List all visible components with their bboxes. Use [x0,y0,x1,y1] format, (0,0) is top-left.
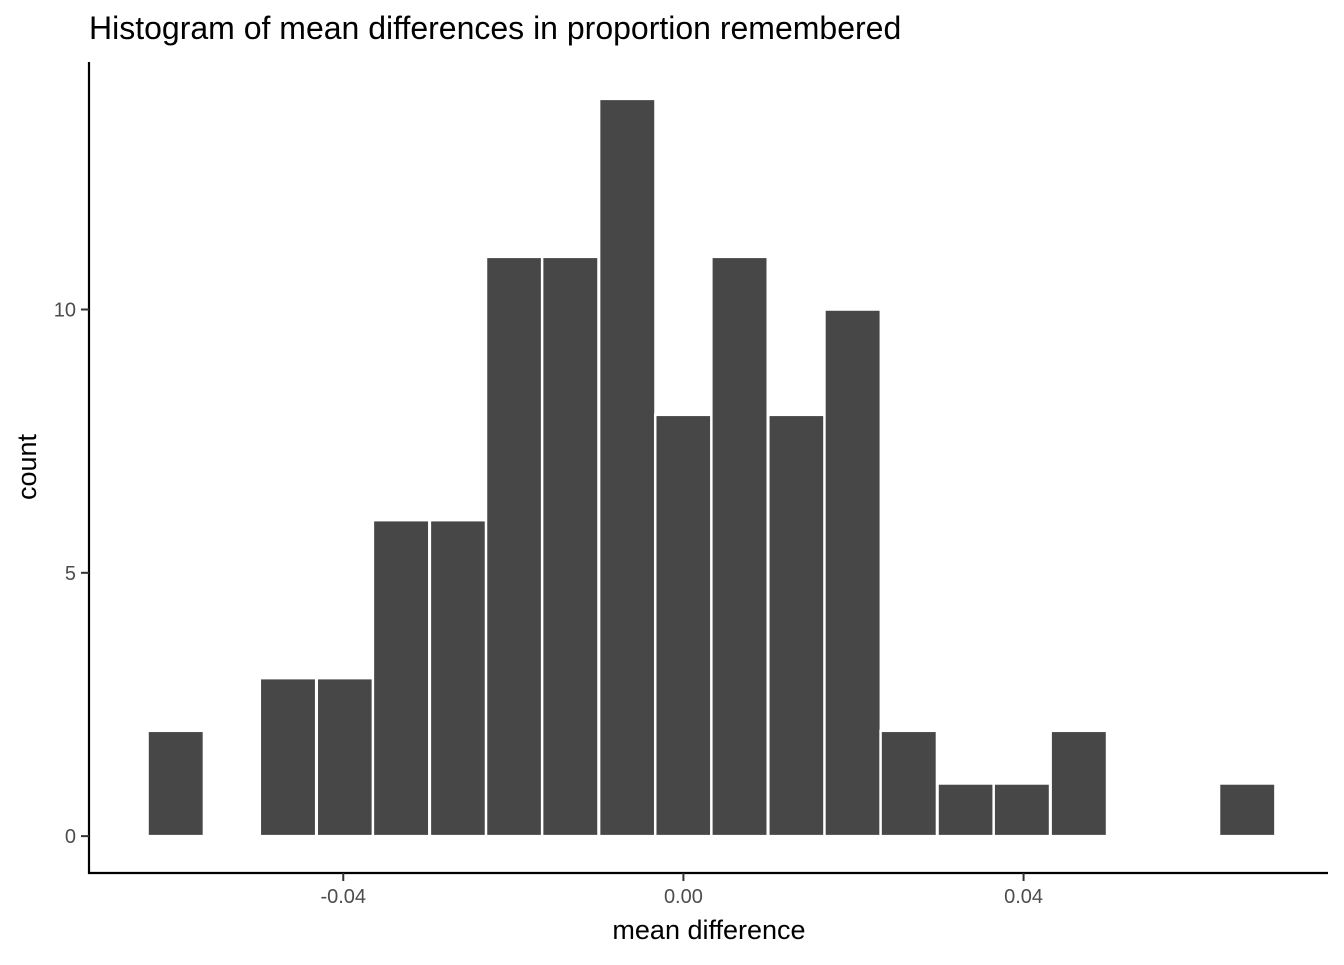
x-axis-ticks: -0.04 0.00 0.04 [320,873,1043,908]
histogram-bar [653,413,713,838]
histogram-bar [879,729,939,838]
bars-group [146,97,1277,838]
x-tick-label: 0.04 [1004,886,1043,908]
histogram-bar [992,782,1052,838]
x-axis-title: mean difference [612,915,805,945]
histogram-bar [597,97,657,838]
x-tick-label: 0.00 [664,886,703,908]
histogram-bar [823,308,883,838]
chart-title: Histogram of mean differences in proport… [89,10,901,46]
histogram-bar [1217,782,1277,838]
histogram-bar [258,676,318,838]
histogram-bar [428,518,488,838]
y-tick-label: 5 [65,563,76,585]
histogram-bar [936,782,996,838]
histogram-bar [540,255,600,838]
histogram-bar [767,413,826,838]
y-tick-label: 10 [54,300,76,322]
histogram-bar [315,676,375,838]
histogram-bar [146,729,206,838]
y-axis-ticks: 0 5 10 [54,300,89,848]
histogram-bar [710,255,769,838]
x-tick-label: -0.04 [320,886,366,908]
histogram-bar [371,518,431,838]
y-tick-label: 0 [65,826,76,848]
histogram-bar [1049,729,1109,838]
y-axis-title: count [12,433,42,500]
histogram-bar [484,255,544,838]
